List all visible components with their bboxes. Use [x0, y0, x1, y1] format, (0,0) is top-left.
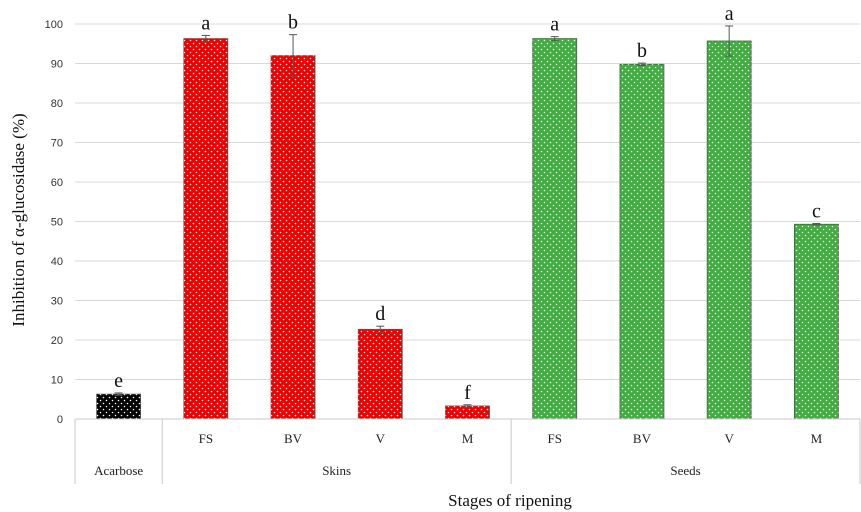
bar-pattern [445, 405, 490, 419]
category-label: V [376, 431, 386, 446]
bar-pattern [707, 40, 752, 420]
y-tick-label: 70 [51, 138, 63, 150]
bar-group: a [706, 3, 752, 420]
significance-letter: e [114, 370, 123, 392]
bar-pattern [96, 394, 141, 419]
y-tick-label: 60 [51, 177, 63, 189]
bar-group: b [619, 40, 665, 420]
x-axis-title: Stages of ripening [448, 491, 572, 510]
y-tick-label: 90 [51, 59, 63, 71]
bar-group: f [445, 382, 490, 420]
category-label: BV [633, 431, 652, 446]
y-tick-labels: 0 10 20 30 40 50 60 70 80 90 100 [45, 19, 63, 426]
category-label: FS [547, 431, 561, 446]
y-tick-label: 20 [51, 335, 63, 347]
group-label: Skins [322, 463, 351, 478]
significance-letter: b [288, 12, 298, 34]
bar-pattern [532, 38, 577, 420]
bar-group: e [96, 370, 142, 420]
significance-letter: a [725, 3, 734, 25]
significance-letter: a [201, 12, 210, 34]
category-label: BV [284, 431, 303, 446]
bar-pattern [271, 55, 316, 419]
significance-letter: a [550, 14, 559, 36]
y-tick-label: 10 [51, 375, 63, 387]
group-label: Seeds [670, 463, 700, 478]
y-tick-label: 50 [51, 217, 63, 229]
y-tick-label: 100 [45, 19, 63, 31]
significance-letter: c [812, 200, 821, 222]
bar-pattern [794, 224, 839, 419]
significance-letter: d [375, 303, 385, 325]
y-tick-label: 30 [51, 296, 63, 308]
y-tick-label: 40 [51, 256, 63, 268]
category-label: M [462, 431, 474, 446]
bar-pattern [183, 38, 228, 420]
bar-group: a [532, 14, 578, 420]
bar-group: c [793, 200, 839, 420]
bars: e a b d f a b a c [96, 3, 839, 420]
bar-group: d [357, 303, 403, 420]
category-label: V [724, 431, 734, 446]
y-axis-title: Inhibition of α-glucosidase (%) [9, 113, 28, 326]
significance-letter: f [464, 382, 471, 404]
category-label: M [811, 431, 823, 446]
significance-letter: b [637, 40, 647, 62]
bar-group: a [183, 12, 229, 420]
bar-group: b [270, 12, 316, 420]
y-tick-label: 0 [57, 414, 63, 426]
bar-pattern [619, 64, 664, 419]
y-tick-label: 80 [51, 98, 63, 110]
bar-pattern [358, 329, 403, 419]
category-axis: FS BV V M FS BV V M Acarbose Skins Seeds [74, 418, 861, 484]
group-label: Acarbose [94, 463, 143, 478]
category-label: FS [199, 431, 213, 446]
